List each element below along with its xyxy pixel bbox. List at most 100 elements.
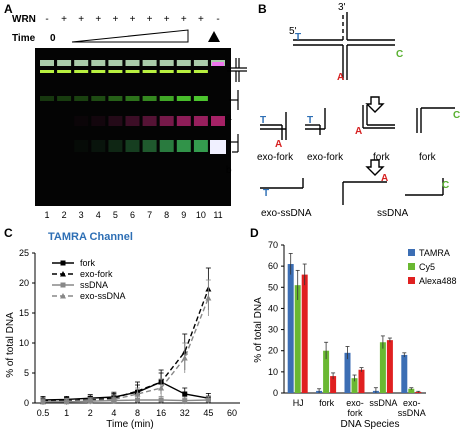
- gel-well: [142, 60, 157, 66]
- caption-exo-fork: exo-fork: [257, 152, 294, 163]
- gel-band-upper: [108, 70, 123, 73]
- gel-band-upper: [40, 70, 54, 73]
- legend-marker: [60, 271, 66, 277]
- bar-TAMRA: [401, 354, 408, 393]
- gel-well: [74, 60, 89, 66]
- bar-Alexa488: [330, 376, 337, 393]
- wrn-sign-row: - + + + + + + + + + -: [0, 0, 240, 40]
- bar-TAMRA: [287, 264, 294, 393]
- chart-d-y-tick-label: 60: [268, 261, 278, 271]
- panel-label-a: A: [4, 2, 13, 16]
- chart-c-x-tick-label: 0.5: [37, 408, 50, 418]
- data-point-exo-ssDNA: [40, 398, 46, 405]
- chart-c-x-tick-label: 4: [111, 408, 116, 418]
- caption-exo-fork: exo-fork: [307, 152, 344, 163]
- gel-well: [193, 60, 208, 66]
- gel-band-mid: [142, 96, 157, 101]
- wrn-sign: +: [163, 14, 170, 25]
- category-label: fork: [347, 408, 363, 418]
- gel-well: [176, 60, 191, 66]
- category-label: exo-: [346, 398, 364, 408]
- label-t: T: [307, 115, 313, 126]
- lane-number: 1: [44, 210, 50, 220]
- panel-label-c: C: [4, 226, 13, 240]
- bar-Cy5: [379, 342, 386, 393]
- panel-label-b: B: [258, 2, 267, 16]
- gel-band-bottom: [125, 140, 140, 152]
- gel-band-upper: [176, 70, 191, 73]
- chart-d-y-tick-label: 10: [268, 367, 278, 377]
- legend-swatch: [408, 263, 415, 270]
- data-point-ssDNA: [158, 397, 164, 403]
- gel-band-low: [108, 116, 123, 126]
- gel-band-bottom: [74, 140, 89, 152]
- series-line-exo-fork: [42, 288, 210, 402]
- gel-band-upper: [57, 70, 72, 73]
- gel-band-low: [142, 116, 157, 126]
- hj-structure-icon: [227, 58, 247, 82]
- label-a: A: [275, 139, 282, 150]
- chart-c-x-tick-label: 1: [64, 408, 69, 418]
- legend-marker: [60, 260, 66, 266]
- chart-c-x-tick-label: 60: [227, 408, 237, 418]
- wrn-sign: +: [95, 14, 102, 25]
- legend-marker: [60, 293, 66, 299]
- panel-label-d: D: [250, 226, 259, 240]
- gel-band-low: [74, 116, 89, 126]
- label-t: T: [260, 115, 266, 126]
- legend-label: exo-ssDNA: [80, 291, 126, 301]
- chart-c-x-tick-label: 32: [180, 408, 190, 418]
- wrn-sign: +: [180, 14, 187, 25]
- gel-band-bottom: [108, 140, 123, 152]
- chart-c-ylabel: % of total DNA: [5, 312, 16, 378]
- wrn-sign: +: [61, 14, 68, 25]
- chart-d: % of total DNA DNA Species 0 10 20 30 40 50 60…: [253, 240, 457, 430]
- wrn-sign: +: [129, 14, 136, 25]
- series-line-exo-ssDNA: [42, 297, 210, 403]
- category-label: ssDNA: [398, 408, 426, 418]
- chart-d-xlabel: DNA Species: [341, 419, 400, 430]
- gel-well: [57, 60, 72, 66]
- label-c: C: [453, 110, 460, 121]
- chart-d-ylabel: % of total DNA: [253, 297, 264, 363]
- lane-number: 3: [78, 210, 84, 220]
- data-point-ssDNA: [205, 397, 211, 403]
- caption-ssdna: ssDNA: [377, 208, 408, 219]
- category-label: exo-: [403, 398, 421, 408]
- chart-d-y-tick-label: 40: [268, 303, 278, 313]
- arrowhead-icon: [208, 31, 220, 42]
- gel-band-bottom: [193, 140, 208, 152]
- down-arrow-icon: [365, 159, 385, 176]
- data-point-fork: [182, 391, 188, 397]
- chart-c: TAMRA Channel % of total DNA Time (min) …: [5, 231, 240, 430]
- wrn-sign: -: [45, 14, 49, 25]
- wrn-sign: -: [216, 14, 220, 25]
- gel-band-bottom: [176, 140, 191, 152]
- gel-figure: [35, 29, 247, 206]
- category-label: ssDNA: [369, 398, 397, 408]
- chart-d-y-tick-label: 50: [268, 282, 278, 292]
- label-c: C: [396, 49, 403, 60]
- label-a: A: [355, 126, 362, 137]
- gel-band-marker: [212, 62, 224, 66]
- category-label: HJ: [293, 398, 304, 408]
- chart-d-y-tick-label: 70: [268, 240, 278, 250]
- data-point-ssDNA: [182, 398, 188, 404]
- gel-band-bottom: [91, 140, 106, 152]
- bar-TAMRA: [344, 352, 351, 393]
- chart-d-y-tick-label: 20: [268, 346, 278, 356]
- fork-structure-icon: [229, 90, 239, 110]
- caption-exo-ssdna: exo-ssDNA: [261, 208, 312, 219]
- wrn-label: WRN: [12, 14, 36, 25]
- lane-number: 9: [181, 210, 187, 220]
- gel-band-marker: [210, 140, 226, 154]
- data-point-exo-ssDNA: [87, 397, 94, 404]
- gel-band-upper: [125, 70, 140, 73]
- dna-schematic: 3' 5' T A C T A T A C T A C exo-fork exo…: [257, 2, 460, 219]
- bar-Cy5: [408, 388, 415, 393]
- bar-Cy5: [294, 285, 301, 393]
- gel-band-mid: [91, 96, 106, 101]
- legend-label: exo-fork: [80, 269, 113, 279]
- band-label-a: a: [226, 112, 232, 123]
- chart-d-y-tick-label: 30: [268, 325, 278, 335]
